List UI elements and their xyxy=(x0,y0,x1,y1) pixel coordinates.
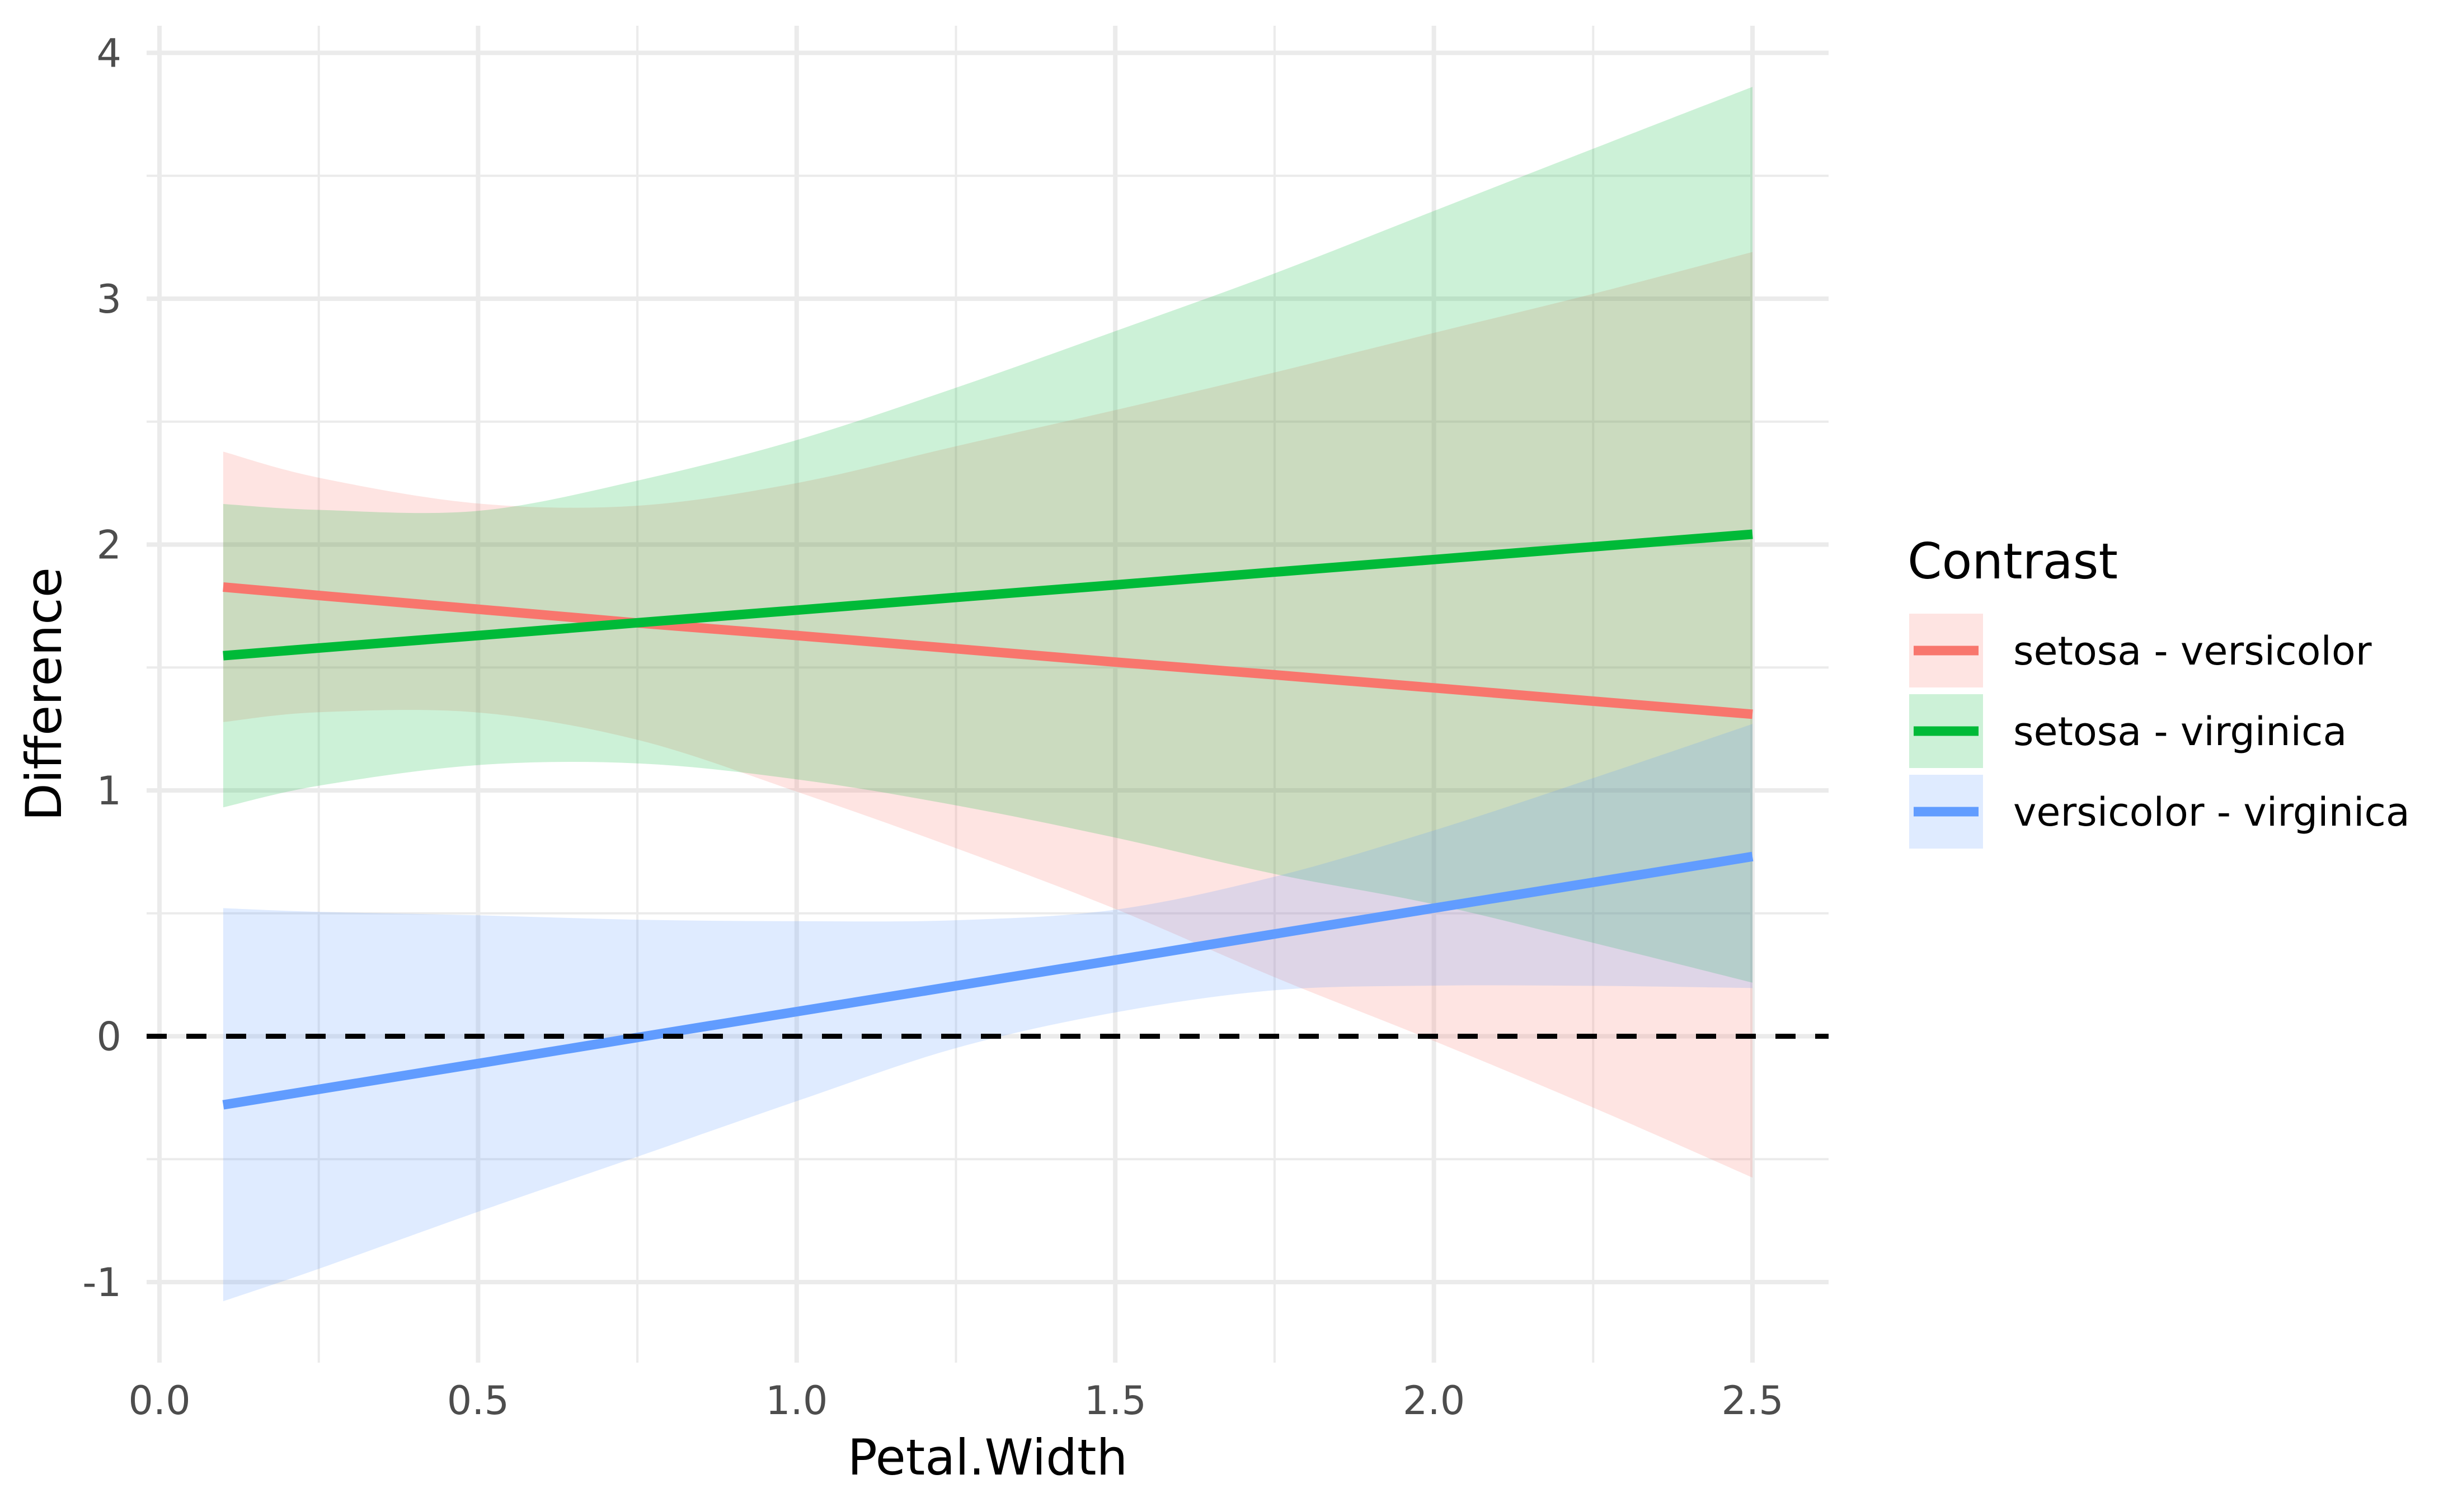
x-tick-label: 0.0 xyxy=(128,1378,190,1424)
line-setosa-virginica xyxy=(223,529,1753,661)
estimate-lines xyxy=(222,529,1754,1110)
legend-item-setosa-virginica: setosa - virginica xyxy=(1909,694,2347,768)
legend-keys: setosa - versicolor setosa - virginica ver… xyxy=(1909,614,2410,849)
y-axis-tick-labels: -1 0 1 2 3 4 xyxy=(82,31,121,1306)
minor-gridlines xyxy=(147,26,1829,1363)
y-tick-label: 1 xyxy=(96,768,121,814)
line-setosa-versicolor xyxy=(223,582,1753,719)
legend-label: setosa - virginica xyxy=(2013,709,2347,755)
x-tick-label: 1.5 xyxy=(1084,1378,1147,1424)
legend-label: versicolor - virginica xyxy=(2013,789,2410,835)
legend-item-setosa-versicolor: setosa - versicolor xyxy=(1909,614,2372,687)
ribbon-setosa-virginica xyxy=(223,87,1753,983)
x-tick-label: 0.5 xyxy=(447,1378,509,1424)
legend: Contrast setosa - versicolor setosa - vir… xyxy=(1907,533,2410,849)
y-tick-label: 3 xyxy=(96,276,121,322)
y-tick-label: 0 xyxy=(96,1014,121,1060)
x-tick-label: 1.0 xyxy=(765,1378,828,1424)
x-axis-title: Petal.Width xyxy=(848,1429,1128,1486)
legend-item-versicolor-virginica: versicolor - virginica xyxy=(1909,775,2410,849)
x-axis-tick-labels: 0.0 0.5 1.0 1.5 2.0 2.5 xyxy=(128,1378,1783,1424)
legend-title: Contrast xyxy=(1907,533,2118,590)
ribbon-setosa-versicolor xyxy=(223,252,1753,1178)
line-versicolor-virginica xyxy=(222,851,1754,1110)
confidence-ribbons xyxy=(223,87,1753,1302)
y-tick-label: 4 xyxy=(96,31,121,77)
ribbon-versicolor-virginica xyxy=(223,724,1753,1302)
x-tick-label: 2.0 xyxy=(1403,1378,1465,1424)
y-tick-label: -1 xyxy=(82,1260,121,1306)
y-axis-title: Difference xyxy=(15,567,73,821)
legend-label: setosa - versicolor xyxy=(2013,628,2372,674)
x-tick-label: 2.5 xyxy=(1721,1378,1783,1424)
y-tick-label: 2 xyxy=(96,522,121,568)
